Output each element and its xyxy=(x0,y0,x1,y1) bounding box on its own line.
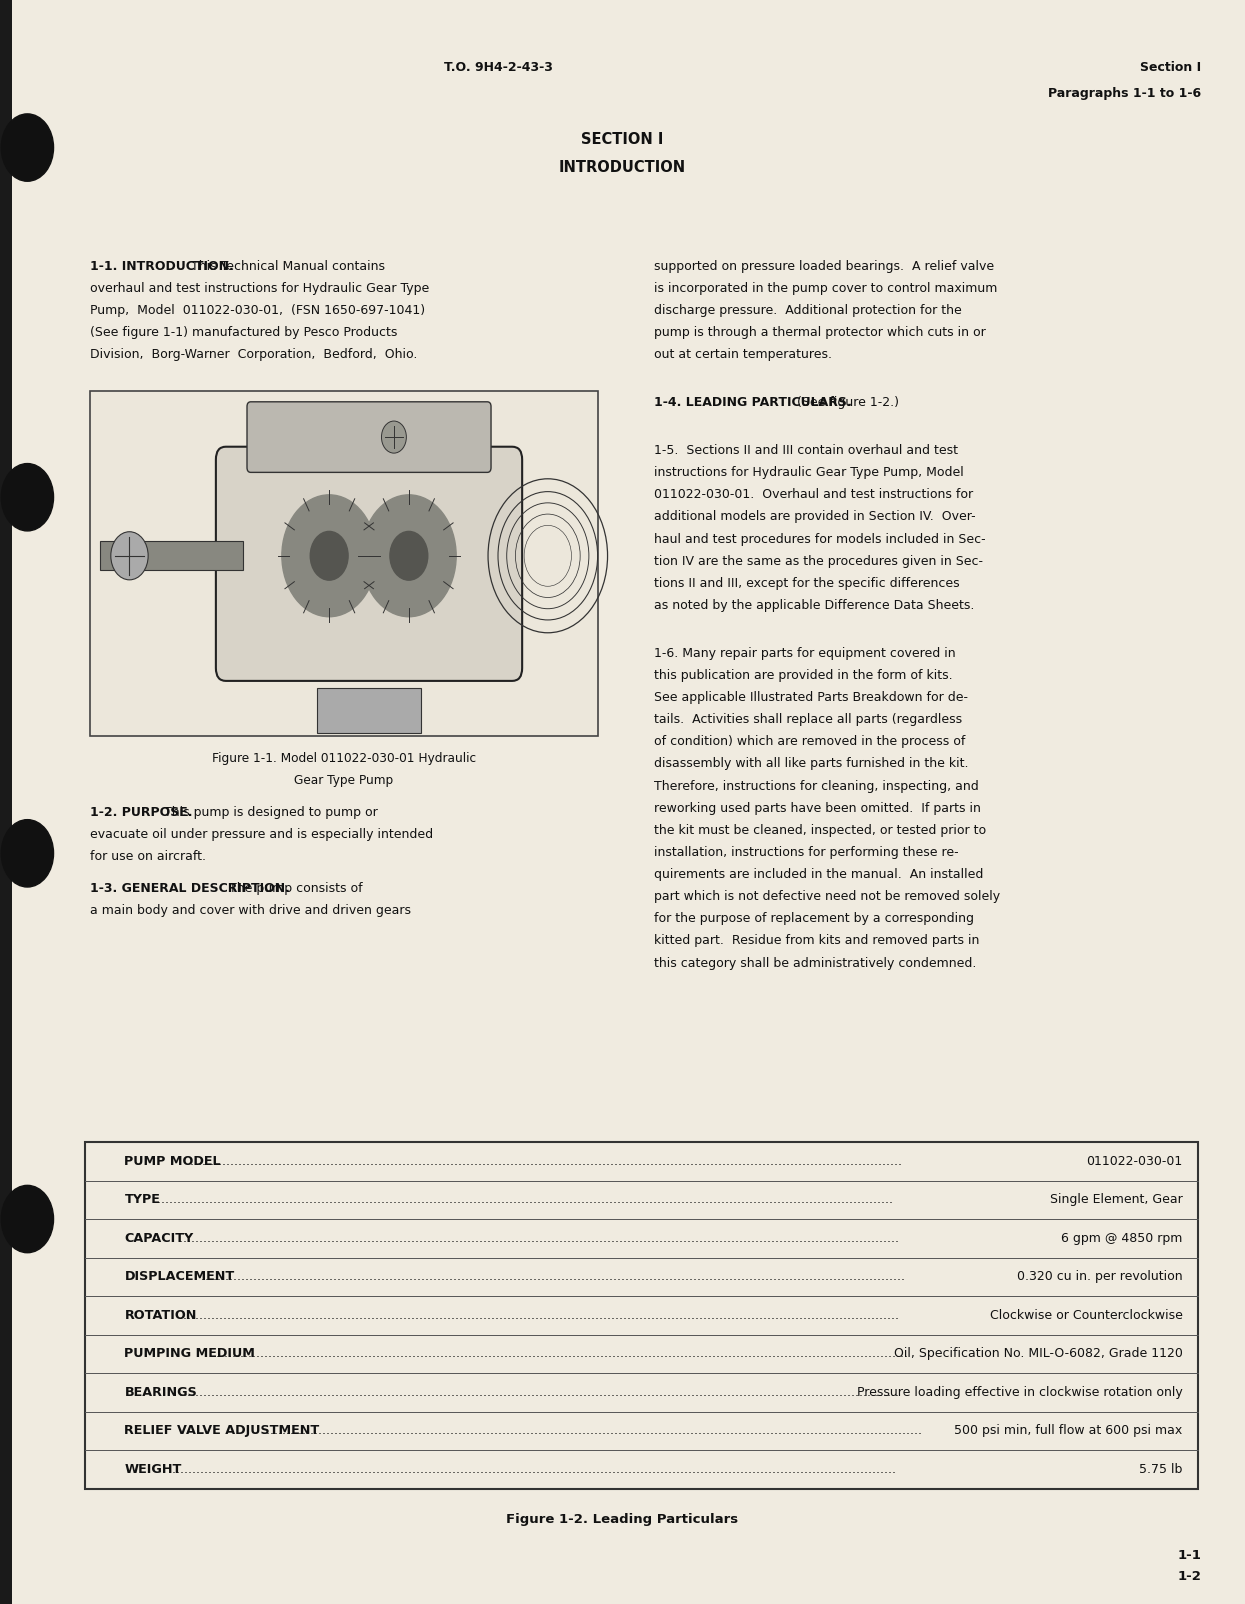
Text: PUMP MODEL: PUMP MODEL xyxy=(124,1155,222,1168)
Text: INTRODUCTION: INTRODUCTION xyxy=(559,160,686,175)
Text: Gear Type Pump: Gear Type Pump xyxy=(294,775,393,788)
Text: as noted by the applicable Difference Data Sheets.: as noted by the applicable Difference Da… xyxy=(654,598,974,613)
Text: this publication are provided in the form of kits.: this publication are provided in the for… xyxy=(654,669,952,682)
Text: See applicable Illustrated Parts Breakdown for de-: See applicable Illustrated Parts Breakdo… xyxy=(654,691,967,704)
Text: for use on aircraft.: for use on aircraft. xyxy=(90,850,205,863)
Text: 1-2: 1-2 xyxy=(1178,1570,1201,1583)
Text: of condition) which are removed in the process of: of condition) which are removed in the p… xyxy=(654,735,965,749)
Text: Division,  Borg-Warner  Corporation,  Bedford,  Ohio.: Division, Borg-Warner Corporation, Bedfo… xyxy=(90,348,417,361)
Text: Single Element, Gear: Single Element, Gear xyxy=(1050,1193,1183,1206)
Text: 1-3. GENERAL DESCRIPTION.: 1-3. GENERAL DESCRIPTION. xyxy=(90,882,290,895)
FancyBboxPatch shape xyxy=(215,448,522,682)
Text: 1-4. LEADING PARTICULARS.: 1-4. LEADING PARTICULARS. xyxy=(654,396,852,409)
Text: 0.320 cu in. per revolution: 0.320 cu in. per revolution xyxy=(1017,1270,1183,1283)
Text: pump is through a thermal protector which cuts in or: pump is through a thermal protector whic… xyxy=(654,326,985,340)
Text: ................................................................................: ........................................… xyxy=(197,1270,905,1283)
Text: instructions for Hydraulic Gear Type Pump, Model: instructions for Hydraulic Gear Type Pum… xyxy=(654,467,964,480)
Text: The pump consists of: The pump consists of xyxy=(224,882,362,895)
Circle shape xyxy=(381,422,406,454)
Text: This pump is designed to pump or: This pump is designed to pump or xyxy=(159,807,377,820)
Text: haul and test procedures for models included in Sec-: haul and test procedures for models incl… xyxy=(654,533,985,545)
Text: RELIEF VALVE ADJUSTMENT: RELIEF VALVE ADJUSTMENT xyxy=(124,1424,320,1437)
Text: tions II and III, except for the specific differences: tions II and III, except for the specifi… xyxy=(654,577,959,590)
Text: Pressure loading effective in clockwise rotation only: Pressure loading effective in clockwise … xyxy=(857,1386,1183,1399)
Text: tion IV are the same as the procedures given in Sec-: tion IV are the same as the procedures g… xyxy=(654,555,982,568)
Text: 5.75 lb: 5.75 lb xyxy=(1139,1463,1183,1476)
Text: (See figure 1-1) manufactured by Pesco Products: (See figure 1-1) manufactured by Pesco P… xyxy=(90,326,397,340)
Text: Oil, Specification No. MIL-O-6082, Grade 1120: Oil, Specification No. MIL-O-6082, Grade… xyxy=(894,1347,1183,1360)
Circle shape xyxy=(1,464,54,531)
Text: overhaul and test instructions for Hydraulic Gear Type: overhaul and test instructions for Hydra… xyxy=(90,282,428,295)
Bar xyxy=(100,542,243,571)
Text: TYPE: TYPE xyxy=(124,1193,161,1206)
Circle shape xyxy=(310,531,349,581)
Bar xyxy=(316,688,421,733)
Text: for the purpose of replacement by a corresponding: for the purpose of replacement by a corr… xyxy=(654,913,974,926)
Text: tails.  Activities shall replace all parts (regardless: tails. Activities shall replace all part… xyxy=(654,714,961,727)
Text: 011022-030-01.  Overhaul and test instructions for: 011022-030-01. Overhaul and test instruc… xyxy=(654,488,972,502)
Text: ................................................................................: ........................................… xyxy=(258,1424,921,1437)
Text: kitted part.  Residue from kits and removed parts in: kitted part. Residue from kits and remov… xyxy=(654,935,979,948)
Circle shape xyxy=(1,1185,54,1253)
Text: ROTATION: ROTATION xyxy=(124,1309,197,1322)
Text: the kit must be cleaned, inspected, or tested prior to: the kit must be cleaned, inspected, or t… xyxy=(654,824,986,837)
Circle shape xyxy=(1,820,54,887)
Text: 1-5.  Sections II and III contain overhaul and test: 1-5. Sections II and III contain overhau… xyxy=(654,444,957,457)
Text: T.O. 9H4-2-43-3: T.O. 9H4-2-43-3 xyxy=(443,61,553,74)
Text: 6 gpm @ 4850 rpm: 6 gpm @ 4850 rpm xyxy=(1062,1232,1183,1245)
Text: Figure 1-2. Leading Particulars: Figure 1-2. Leading Particulars xyxy=(507,1513,738,1525)
Text: ................................................................................: ........................................… xyxy=(208,1347,908,1360)
Text: 1-6. Many repair parts for equipment covered in: 1-6. Many repair parts for equipment cov… xyxy=(654,646,955,659)
Text: additional models are provided in Section IV.  Over-: additional models are provided in Sectio… xyxy=(654,510,975,523)
Text: Section I: Section I xyxy=(1140,61,1201,74)
Bar xyxy=(85,1142,1198,1489)
Text: a main body and cover with drive and driven gears: a main body and cover with drive and dri… xyxy=(90,905,411,917)
Text: This Technical Manual contains: This Technical Manual contains xyxy=(187,260,385,273)
Text: evacuate oil under pressure and is especially intended: evacuate oil under pressure and is espec… xyxy=(90,828,433,842)
Text: out at certain temperatures.: out at certain temperatures. xyxy=(654,348,832,361)
Text: CAPACITY: CAPACITY xyxy=(124,1232,194,1245)
Text: Paragraphs 1-1 to 1-6: Paragraphs 1-1 to 1-6 xyxy=(1048,87,1201,99)
Text: ................................................................................: ........................................… xyxy=(186,1155,901,1168)
Text: this category shall be administratively condemned.: this category shall be administratively … xyxy=(654,956,976,970)
Text: DISPLACEMENT: DISPLACEMENT xyxy=(124,1270,235,1283)
Circle shape xyxy=(281,496,376,618)
Text: supported on pressure loaded bearings.  A relief valve: supported on pressure loaded bearings. A… xyxy=(654,260,994,273)
Text: Pump,  Model  011022-030-01,  (FSN 1650-697-1041): Pump, Model 011022-030-01, (FSN 1650-697… xyxy=(90,305,425,318)
Text: Figure 1-1. Model 011022-030-01 Hydraulic: Figure 1-1. Model 011022-030-01 Hydrauli… xyxy=(212,752,476,765)
Text: SECTION I: SECTION I xyxy=(581,132,664,146)
Text: part which is not defective need not be removed solely: part which is not defective need not be … xyxy=(654,890,1000,903)
Text: ................................................................................: ........................................… xyxy=(153,1193,893,1206)
Text: WEIGHT: WEIGHT xyxy=(124,1463,182,1476)
Circle shape xyxy=(111,533,148,581)
Text: installation, instructions for performing these re-: installation, instructions for performin… xyxy=(654,845,959,860)
FancyBboxPatch shape xyxy=(247,403,491,473)
Text: is incorporated in the pump cover to control maximum: is incorporated in the pump cover to con… xyxy=(654,282,997,295)
Circle shape xyxy=(1,114,54,181)
Circle shape xyxy=(361,496,456,618)
Circle shape xyxy=(390,531,428,581)
Text: 1-1: 1-1 xyxy=(1178,1549,1201,1562)
Text: 1-1. INTRODUCTION.: 1-1. INTRODUCTION. xyxy=(90,260,233,273)
Text: 1-2. PURPOSE.: 1-2. PURPOSE. xyxy=(90,807,192,820)
Text: (See figure 1-2.): (See figure 1-2.) xyxy=(788,396,899,409)
Text: ................................................................................: ........................................… xyxy=(174,1386,899,1399)
Text: reworking used parts have been omitted.  If parts in: reworking used parts have been omitted. … xyxy=(654,802,981,815)
Text: Therefore, instructions for cleaning, inspecting, and: Therefore, instructions for cleaning, in… xyxy=(654,780,979,792)
Bar xyxy=(90,391,598,736)
Text: disassembly with all like parts furnished in the kit.: disassembly with all like parts furnishe… xyxy=(654,757,969,770)
Text: ................................................................................: ........................................… xyxy=(164,1463,896,1476)
Bar xyxy=(0,0,12,1604)
Text: ................................................................................: ........................................… xyxy=(174,1232,899,1245)
Text: ................................................................................: ........................................… xyxy=(174,1309,899,1322)
Text: Clockwise or Counterclockwise: Clockwise or Counterclockwise xyxy=(990,1309,1183,1322)
Text: quirements are included in the manual.  An installed: quirements are included in the manual. A… xyxy=(654,868,984,881)
Text: 011022-030-01: 011022-030-01 xyxy=(1087,1155,1183,1168)
Text: 500 psi min, full flow at 600 psi max: 500 psi min, full flow at 600 psi max xyxy=(955,1424,1183,1437)
Text: PUMPING MEDIUM: PUMPING MEDIUM xyxy=(124,1347,255,1360)
Text: discharge pressure.  Additional protection for the: discharge pressure. Additional protectio… xyxy=(654,305,961,318)
Text: BEARINGS: BEARINGS xyxy=(124,1386,197,1399)
